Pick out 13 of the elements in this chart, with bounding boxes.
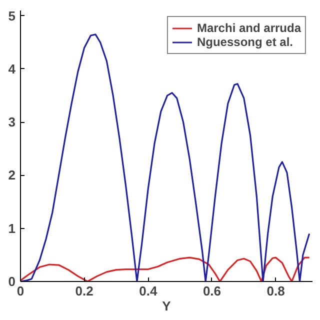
y-tick-label: 2 — [8, 168, 16, 183]
x-axis-title: Y — [162, 298, 172, 314]
x-tick-label: 0.4 — [139, 284, 158, 298]
y-tick-label: 5 — [8, 8, 16, 24]
x-tick-label: 0.6 — [202, 284, 222, 298]
x-tick-label: 0.2 — [75, 284, 94, 298]
y-tick-label: 4 — [8, 61, 16, 76]
x-tick-label: 0.8 — [266, 284, 285, 298]
legend-label: Marchi and arruda — [196, 21, 301, 35]
y-tick-label: 0 — [8, 274, 16, 289]
legend-label: Nguessong et al. — [196, 35, 293, 49]
y-tick-label: 1 — [8, 220, 16, 236]
y-tick-label: 3 — [8, 114, 16, 130]
